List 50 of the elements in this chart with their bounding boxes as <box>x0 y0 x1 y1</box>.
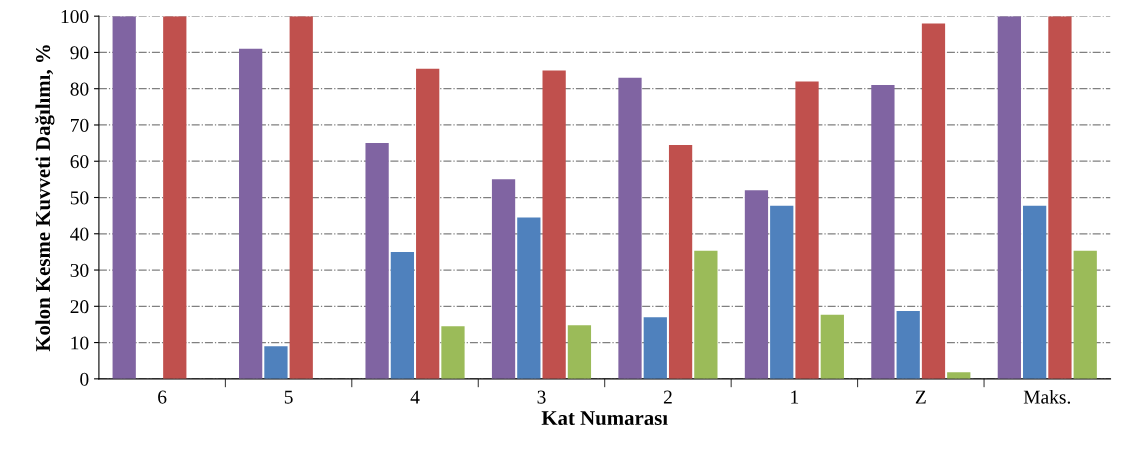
bar <box>871 85 895 379</box>
bar <box>390 251 415 379</box>
x-tick-label: 4 <box>410 390 420 404</box>
y-tick-label: 60 <box>70 155 89 169</box>
bar <box>997 16 1021 379</box>
y-tick-label: 30 <box>70 263 89 277</box>
bar <box>795 81 819 379</box>
y-tick-label: 10 <box>71 336 89 350</box>
x-tick-label: Z <box>915 390 926 404</box>
bar <box>1073 250 1097 379</box>
x-tick-label: 3 <box>537 390 546 404</box>
y-tick-label: 100 <box>61 9 89 24</box>
x-tick-label: 6 <box>158 390 167 404</box>
bar <box>163 16 187 379</box>
bar <box>441 326 465 379</box>
x-tick-label: 5 <box>284 390 293 404</box>
x-axis-title: Kat Numarası <box>541 411 668 426</box>
bar <box>365 143 389 379</box>
bar <box>694 250 718 379</box>
x-tick-label: Maks. <box>1023 389 1071 404</box>
bar <box>416 68 440 379</box>
bar <box>668 144 693 379</box>
bar <box>112 16 136 379</box>
y-tick-label: 40 <box>70 227 89 241</box>
bar <box>770 205 794 379</box>
y-tick-label: 0 <box>80 372 89 386</box>
bar <box>239 48 263 379</box>
bar <box>1048 16 1072 379</box>
bar <box>517 217 541 379</box>
bar <box>264 346 288 379</box>
bar <box>921 23 946 379</box>
y-tick-label: 70 <box>71 118 89 132</box>
bar <box>289 16 313 379</box>
bar <box>618 77 642 379</box>
x-tick-label: 1 <box>791 390 799 404</box>
bar <box>542 70 566 379</box>
bar <box>947 372 971 379</box>
bar <box>643 317 667 379</box>
bar <box>744 190 769 379</box>
bar <box>1023 205 1047 379</box>
bar <box>820 314 844 379</box>
bar <box>567 325 592 379</box>
y-tick-label: 80 <box>70 82 89 96</box>
y-tick-label: 20 <box>70 300 89 314</box>
y-axis-title: Kolon Kesme Kuvveti Dağılımı, % <box>35 45 55 352</box>
y-tick-label: 50 <box>70 191 89 205</box>
bar <box>491 179 516 379</box>
y-tick-label: 90 <box>70 46 89 60</box>
x-tick-label: 2 <box>663 390 672 404</box>
bar <box>896 311 920 379</box>
